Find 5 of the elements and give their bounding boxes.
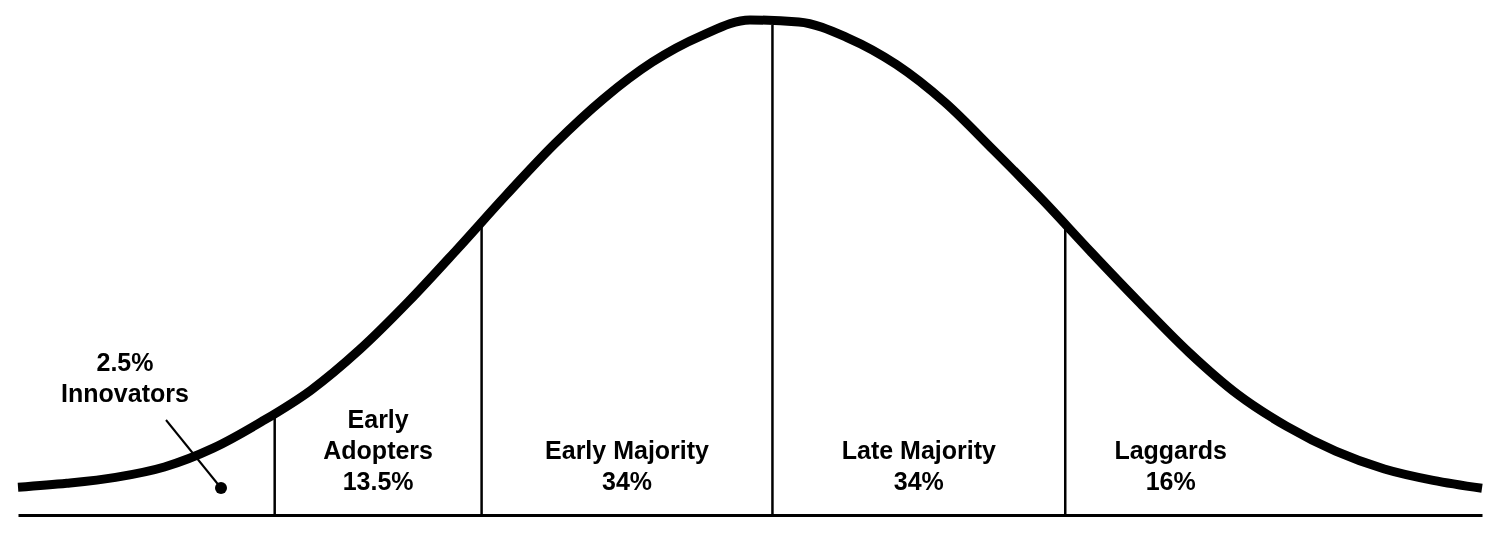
annotation: Laggards 16% [1114, 436, 1227, 495]
annotation: Early Adopters 13.5% [323, 405, 434, 495]
annotation: Late Majority 34% [841, 436, 997, 495]
annotation: Early Majority 34% [545, 436, 710, 495]
annotation: 2.5% Innovators [61, 348, 189, 407]
